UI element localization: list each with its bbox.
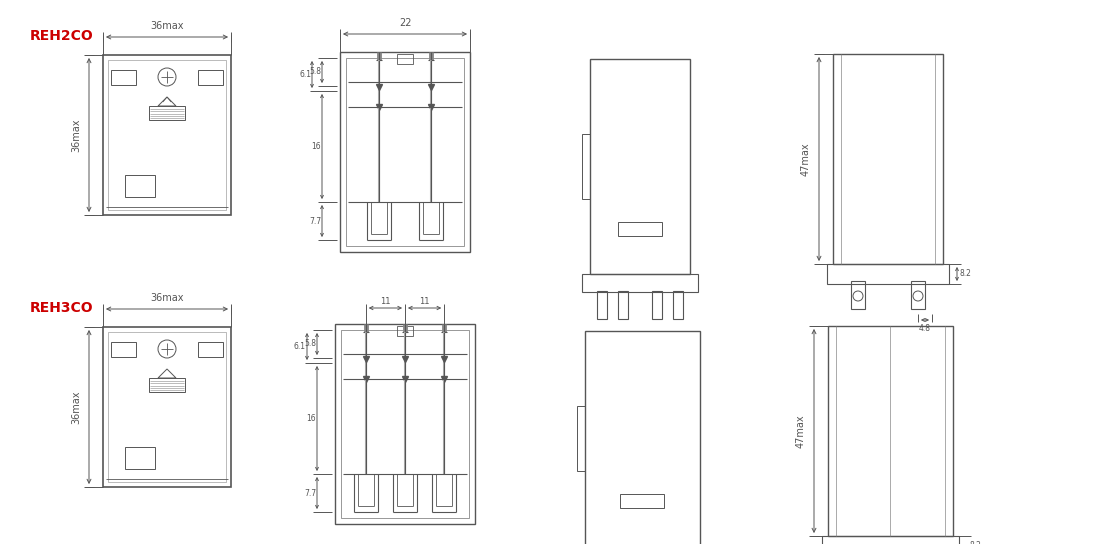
Text: REH3CO: REH3CO <box>30 301 94 315</box>
Bar <box>582 274 698 292</box>
Bar <box>397 326 413 336</box>
Bar <box>577 406 585 471</box>
Text: 36max: 36max <box>150 293 184 303</box>
Text: 5.8: 5.8 <box>309 67 321 77</box>
Text: 11: 11 <box>380 297 391 306</box>
Bar <box>828 326 953 536</box>
Bar <box>598 291 606 319</box>
Bar <box>125 447 156 469</box>
Bar <box>827 264 949 284</box>
Bar <box>109 332 226 482</box>
Bar <box>618 222 662 236</box>
Bar <box>103 327 231 487</box>
Bar <box>111 342 137 357</box>
Text: 4.8: 4.8 <box>919 324 931 333</box>
Text: 8.2: 8.2 <box>959 269 971 279</box>
Text: REH2CO: REH2CO <box>30 29 94 43</box>
Text: 16: 16 <box>311 142 321 151</box>
Text: 6.1: 6.1 <box>294 342 305 351</box>
Text: 47max: 47max <box>801 142 811 176</box>
Bar <box>822 536 959 544</box>
Bar <box>833 54 943 264</box>
Text: 36max: 36max <box>150 21 184 31</box>
Bar <box>585 331 700 544</box>
Text: 7.7: 7.7 <box>304 489 316 498</box>
Bar <box>109 60 226 210</box>
Text: 7.7: 7.7 <box>309 217 321 226</box>
Text: 6.1: 6.1 <box>299 70 311 79</box>
Bar <box>111 70 137 85</box>
Bar <box>341 330 469 518</box>
Bar <box>590 59 690 274</box>
Text: 16: 16 <box>307 414 316 423</box>
Text: 5.8: 5.8 <box>304 339 316 349</box>
Bar <box>103 55 231 215</box>
Bar <box>198 342 223 357</box>
Bar <box>340 52 470 252</box>
Bar <box>618 291 628 319</box>
Text: 36max: 36max <box>70 118 81 152</box>
Text: 22: 22 <box>398 18 412 28</box>
Bar <box>673 291 683 319</box>
Bar <box>125 175 156 197</box>
Bar <box>149 378 185 392</box>
Bar <box>397 54 413 64</box>
Bar <box>852 281 865 309</box>
Bar <box>346 58 464 246</box>
Bar <box>582 134 590 199</box>
Bar <box>652 291 662 319</box>
Bar <box>335 324 474 524</box>
Bar <box>198 70 223 85</box>
Bar <box>911 281 925 309</box>
Text: 47max: 47max <box>796 414 806 448</box>
Text: 8.2: 8.2 <box>969 541 981 544</box>
Text: 36max: 36max <box>70 390 81 424</box>
Bar <box>620 494 664 508</box>
Bar <box>149 106 185 120</box>
Text: 11: 11 <box>420 297 430 306</box>
